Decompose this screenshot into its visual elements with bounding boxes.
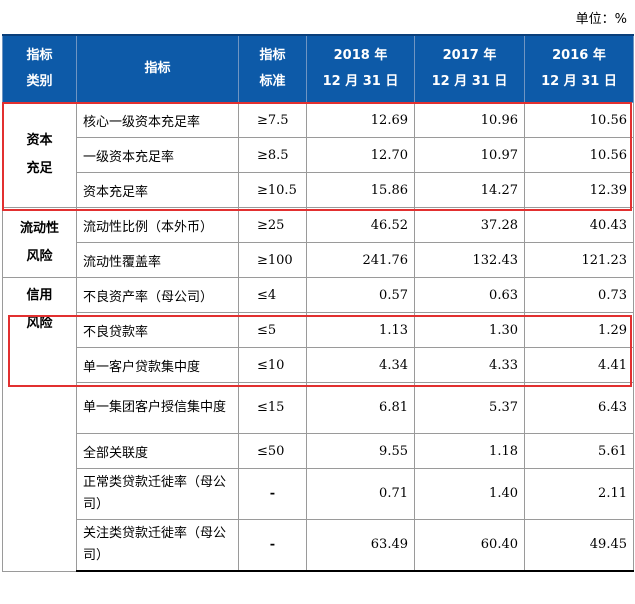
row-value-2018: 6.81 <box>306 382 415 434</box>
category-liquidity-line1: 流动性 <box>19 220 59 236</box>
table-row: 信用 风险 不良资产率（母公司） ≤4 0.57 0.63 0.73 <box>2 277 634 572</box>
row-value-2016: 10.56 <box>524 102 634 138</box>
header-standard-line2: 标准 <box>259 74 286 89</box>
category-credit: 信用 风险 <box>2 277 77 572</box>
row-name: 一级资本充足率 <box>76 137 239 173</box>
row-standard: - <box>238 468 307 520</box>
header-indicator: 指标 <box>76 34 239 103</box>
category-credit-line2: 风险 <box>26 316 53 331</box>
row-value-2018: 0.57 <box>306 277 415 313</box>
row-value-2016: 4.41 <box>524 347 634 383</box>
header-standard: 指标 标准 <box>238 34 307 103</box>
header-year-2017-line1: 2017 年 <box>442 48 497 63</box>
row-name: 单一集团客户授信集中度 <box>76 382 239 434</box>
row-value-2018: 1.13 <box>306 312 415 348</box>
row-value-2016: 2.11 <box>524 468 634 520</box>
header-year-2017: 2017 年 12 月 31 日 <box>414 34 525 103</box>
header-row: 指标 类别 指标 指标 标准 2018 年 12 月 31 日 2017 年 1… <box>2 34 634 103</box>
row-value-2017: 10.96 <box>414 102 525 138</box>
highlight-loan-risk <box>8 315 632 387</box>
row-standard: - <box>238 519 307 572</box>
table-row: 不良贷款率 ≤5 1.13 1.30 1.29 <box>3 312 634 348</box>
row-value-2017: 0.63 <box>414 277 525 313</box>
row-value-2017: 5.37 <box>414 382 525 434</box>
row-value-2018: 4.34 <box>306 347 415 383</box>
row-value-2016: 49.45 <box>524 519 634 572</box>
row-value-2018: 15.86 <box>306 172 415 208</box>
header-standard-line1: 指标 <box>259 48 286 63</box>
unit-label: 单位：% <box>575 12 627 27</box>
row-value-2017: 1.30 <box>414 312 525 348</box>
row-standard: ≤4 <box>238 277 307 313</box>
row-value-2016: 6.43 <box>524 382 634 434</box>
row-value-2018: 12.70 <box>306 137 415 173</box>
table-row: 全部关联度 ≤50 9.55 1.18 5.61 <box>3 433 634 469</box>
row-value-2016: 0.73 <box>524 277 634 313</box>
category-liquidity: 流动性 风险 <box>2 207 77 278</box>
row-value-2016: 12.39 <box>524 172 634 208</box>
row-value-2017: 4.33 <box>414 347 525 383</box>
table-row: 资本 充足 核心一级资本充足率 ≥7.5 12.69 10.96 10.56 <box>2 102 634 208</box>
table-row: 单一客户贷款集中度 ≤10 4.34 4.33 4.41 <box>3 347 634 383</box>
row-name: 关注类贷款迁徙率（母公司） <box>76 519 239 572</box>
row-value-2018: 0.71 <box>306 468 415 520</box>
row-name: 不良资产率（母公司） <box>76 277 239 313</box>
row-value-2016: 10.56 <box>524 137 634 173</box>
header-year-2016: 2016 年 12 月 31 日 <box>524 34 634 103</box>
row-standard: ≥8.5 <box>238 137 307 173</box>
row-name: 不良贷款率 <box>76 312 239 348</box>
row-value-2018: 63.49 <box>306 519 415 572</box>
table-row: 正常类贷款迁徙率（母公司） - 0.71 1.40 2.11 <box>3 468 634 520</box>
table-row: 流动性覆盖率 ≥100 241.76 132.43 121.23 <box>3 242 634 278</box>
header-year-2016-line1: 2016 年 <box>552 48 606 63</box>
row-value-2018: 12.69 <box>306 102 415 138</box>
row-name: 正常类贷款迁徙率（母公司） <box>76 468 239 520</box>
row-standard: ≥10.5 <box>238 172 307 208</box>
header-category-line2: 类别 <box>26 74 53 89</box>
header-category: 指标 类别 <box>2 34 77 103</box>
header-category-line1: 指标 <box>26 48 53 63</box>
row-value-2017: 1.18 <box>414 433 525 469</box>
row-value-2017: 132.43 <box>414 242 525 278</box>
category-capital-line1: 资本 <box>26 133 53 148</box>
row-value-2016: 121.23 <box>524 242 634 278</box>
header-year-2018-line1: 2018 年 <box>333 48 388 63</box>
row-value-2018: 9.55 <box>306 433 415 469</box>
row-name: 资本充足率 <box>76 172 239 208</box>
row-value-2017: 37.28 <box>414 207 525 243</box>
category-liquidity-line2: 风险 <box>26 248 53 264</box>
row-value-2016: 40.43 <box>524 207 634 243</box>
category-capital: 资本 充足 <box>2 102 77 208</box>
table-row: 单一集团客户授信集中度 ≤15 6.81 5.37 6.43 <box>3 382 634 434</box>
row-value-2017: 14.27 <box>414 172 525 208</box>
row-name: 全部关联度 <box>76 433 239 469</box>
regulatory-indicators-table: 指标 类别 指标 指标 标准 2018 年 12 月 31 日 2017 年 1… <box>2 34 634 572</box>
row-name: 流动性覆盖率 <box>76 242 239 278</box>
header-year-2018-line2: 12 月 31 日 <box>322 74 399 89</box>
row-value-2018: 241.76 <box>306 242 415 278</box>
header-year-2017-line2: 12 月 31 日 <box>431 74 508 89</box>
row-standard: ≥25 <box>238 207 307 243</box>
category-capital-line2: 充足 <box>26 161 53 176</box>
highlight-capital-adequacy <box>2 102 632 211</box>
table-row: 关注类贷款迁徙率（母公司） - 63.49 60.40 49.45 <box>3 519 634 572</box>
row-value-2016: 5.61 <box>524 433 634 469</box>
category-credit-line1: 信用 <box>26 288 53 303</box>
row-standard: ≤15 <box>238 382 307 434</box>
row-standard: ≤50 <box>238 433 307 469</box>
header-year-2016-line2: 12 月 31 日 <box>541 74 617 89</box>
row-value-2017: 60.40 <box>414 519 525 572</box>
table-row: 流动性 风险 流动性比例（本外币） ≥25 46.52 37.28 40.43 <box>2 207 634 278</box>
row-standard: ≤10 <box>238 347 307 383</box>
row-value-2017: 1.40 <box>414 468 525 520</box>
row-value-2018: 46.52 <box>306 207 415 243</box>
row-standard: ≥100 <box>238 242 307 278</box>
row-name: 流动性比例（本外币） <box>76 207 239 243</box>
table-row: 资本充足率 ≥10.5 15.86 14.27 12.39 <box>3 172 634 208</box>
header-year-2018: 2018 年 12 月 31 日 <box>306 34 415 103</box>
